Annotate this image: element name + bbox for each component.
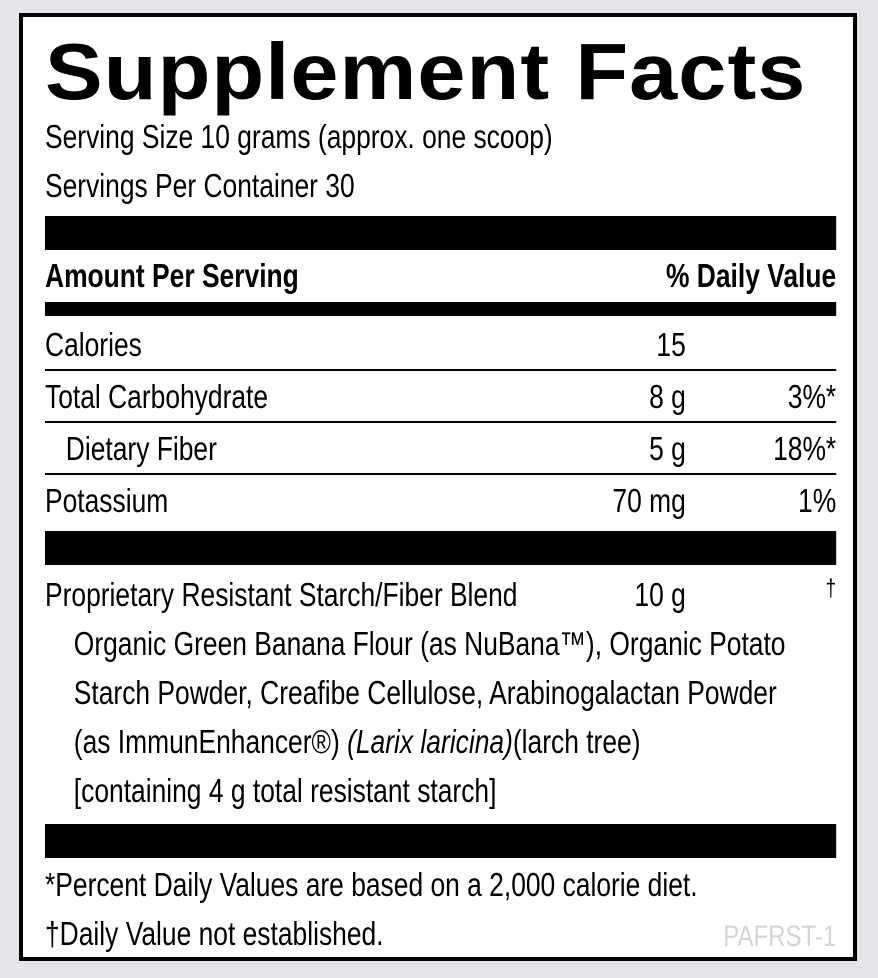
row-amount: 15 (656, 326, 686, 363)
blend-ingredients-line: [containing 4 g total resistant starch] (73, 772, 497, 809)
thick-divider (45, 216, 837, 250)
row-divider (45, 473, 837, 475)
supplement-facts-label: Supplement Facts Serving Size 10 grams (… (19, 13, 857, 961)
row-divider (45, 421, 837, 423)
blend-ingredients-line: Organic Green Banana Flour (as NuBana™),… (73, 625, 786, 662)
label-title: Supplement Facts (45, 27, 807, 116)
row-name: Potassium (45, 482, 169, 519)
blend-ingredients-line: (as ImmunEnhancer®) (Larix laricina)(lar… (74, 722, 641, 762)
row-dv: 3%* (787, 378, 837, 415)
latin-name: (Larix laricina) (347, 723, 513, 760)
row-dv: 18%* (773, 430, 837, 467)
footnote: †Daily Value not established. (45, 915, 384, 952)
row-dv: 1% (798, 482, 837, 519)
blend-amount: 10 g (634, 576, 686, 613)
daily-value-header: % Daily Value (665, 257, 837, 294)
footnote: *Percent Daily Values are based on a 2,0… (45, 866, 698, 903)
servings-per-container: Servings Per Container 30 (45, 167, 355, 204)
blend-name: Proprietary Resistant Starch/Fiber Blend (45, 576, 518, 613)
row-amount: 8 g (649, 378, 686, 415)
blend-dv: † (825, 575, 837, 602)
medium-divider (45, 302, 837, 316)
product-code: PAFRST-1 (723, 920, 837, 953)
row-name: Dietary Fiber (65, 430, 217, 467)
row-name: Total Carbohydrate (45, 378, 269, 415)
row-amount: 70 mg (612, 482, 686, 519)
row-name: Calories (45, 326, 142, 363)
row-divider (45, 369, 837, 371)
ingredient-text: (as ImmunEnhancer®) (73, 723, 348, 760)
thick-divider (45, 531, 837, 565)
thick-divider (45, 824, 837, 858)
row-amount: 5 g (649, 430, 686, 467)
ingredient-text: (larch tree) (512, 723, 641, 760)
blend-ingredients-line: Starch Powder, Creafibe Cellulose, Arabi… (73, 674, 777, 711)
label-body: Serving Size 10 grams (approx. one scoop… (45, 17, 837, 957)
serving-size: Serving Size 10 grams (approx. one scoop… (45, 118, 553, 155)
amount-per-serving-header: Amount Per Serving (45, 257, 299, 294)
